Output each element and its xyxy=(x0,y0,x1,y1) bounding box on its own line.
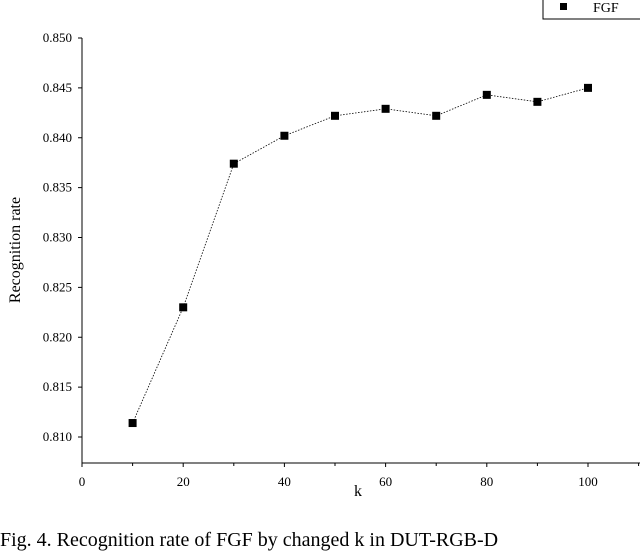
x-tick-label: 20 xyxy=(177,474,190,489)
y-tick-label: 0.810 xyxy=(43,429,72,444)
data-point xyxy=(584,83,592,92)
data-point xyxy=(280,131,289,140)
data-point xyxy=(533,97,542,106)
data-point xyxy=(229,159,238,168)
y-tick-label: 0.815 xyxy=(43,379,72,394)
x-ticks: 0 20 40 60 80 100 xyxy=(79,463,640,489)
y-axis-title: Recognition rate xyxy=(7,197,24,303)
x-tick-label: 40 xyxy=(278,474,291,489)
x-axis-title: k xyxy=(354,483,362,500)
series-points xyxy=(128,83,592,428)
y-tick-label: 0.850 xyxy=(43,30,72,45)
series-line xyxy=(132,87,589,424)
legend-label: FGF xyxy=(593,1,619,16)
data-point xyxy=(482,90,491,99)
x-tick-label: 100 xyxy=(578,474,598,489)
y-tick-label: 0.845 xyxy=(43,80,72,95)
legend-marker xyxy=(560,3,567,10)
data-point xyxy=(179,303,188,312)
y-tick-label: 0.825 xyxy=(43,279,72,294)
axes xyxy=(81,38,640,464)
data-point xyxy=(381,104,390,113)
y-tick-label: 0.820 xyxy=(43,329,72,344)
series-line-fgf xyxy=(132,87,589,424)
data-point xyxy=(128,419,137,428)
y-tick-label: 0.835 xyxy=(43,180,72,195)
x-tick-label: 80 xyxy=(480,474,493,489)
y-tick-label: 0.840 xyxy=(43,130,72,145)
figure-caption: Fig. 4. Recognition rate of FGF by chang… xyxy=(0,529,499,551)
x-tick-label: 60 xyxy=(379,474,392,489)
x-tick-label: 0 xyxy=(79,474,86,489)
y-tick-label: 0.830 xyxy=(43,230,72,245)
y-ticks: 0.810 0.815 0.820 0.825 0.830 0.835 0.840 0.845… xyxy=(43,30,82,444)
data-point xyxy=(432,111,441,120)
legend-box xyxy=(542,0,640,20)
data-point xyxy=(331,111,339,120)
legend: FGF xyxy=(542,0,640,20)
